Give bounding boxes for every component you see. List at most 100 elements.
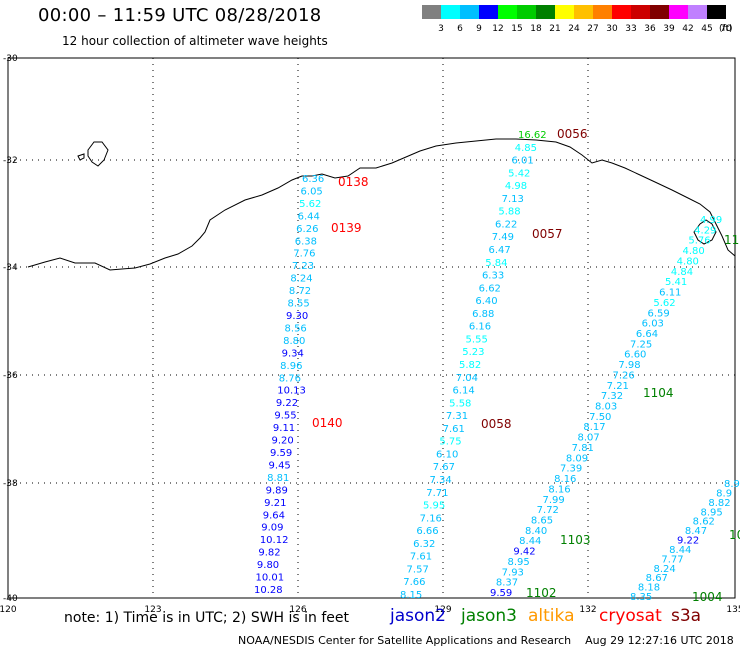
pass-time-label: 0140 (312, 416, 343, 430)
wave-height-value: 8.15 (400, 590, 422, 601)
wave-height-value: 9.22 (276, 398, 298, 409)
wave-height-value: 7.32 (601, 391, 623, 402)
lon-tick-label: 135 (726, 605, 740, 615)
wave-height-value: 8.95 (701, 507, 723, 518)
legend-swatch (574, 5, 593, 19)
wave-height-value: 5.84 (485, 258, 507, 269)
wave-height-value: 7.34 (430, 475, 452, 486)
wave-height-value: 6.64 (636, 329, 658, 340)
wave-height-value: 8.76 (279, 373, 301, 384)
wave-height-value: 6.22 (495, 219, 517, 230)
wave-height-value: 7.81 (572, 443, 594, 454)
legend-swatch (612, 5, 631, 19)
wave-height-value: 9.82 (258, 548, 280, 559)
legend-swatch (669, 5, 688, 19)
wave-height-value: 7.98 (618, 360, 640, 371)
wave-height-value: 6.40 (475, 296, 497, 307)
lat-tick-label: -34 (3, 263, 18, 273)
lat-tick-label: -36 (3, 371, 18, 381)
legend-label: 70 (720, 24, 732, 34)
wave-height-value: 7.39 (560, 464, 582, 475)
wave-height-value: 4.99 (700, 215, 722, 226)
wave-height-value: 6.66 (416, 526, 438, 537)
satellite-legend-entry: jason2 (390, 606, 446, 626)
lon-tick-label: 129 (434, 605, 451, 615)
wave-height-value: 6.26 (296, 224, 318, 235)
wave-height-value: 5.62 (653, 298, 675, 309)
footer-agency: NOAA/NESDIS Center for Satellite Applica… (238, 634, 572, 647)
legend-label: 6 (457, 24, 463, 34)
wave-height-value: 6.60 (624, 350, 646, 361)
wave-height-value: 8.55 (287, 299, 309, 310)
wave-height-value: 10.28 (254, 585, 283, 596)
legend-swatch (688, 5, 707, 19)
legend-label: 33 (625, 24, 636, 34)
wave-height-value: 7.16 (420, 513, 442, 524)
legend-unit: (ft) (719, 24, 733, 34)
legend-label: 36 (644, 24, 656, 34)
legend-label: 45 (701, 24, 712, 34)
wave-height-value: 7.49 (492, 232, 514, 243)
wave-height-value: 6.11 (659, 288, 681, 299)
wave-height-value: 8.9 (716, 488, 732, 499)
pass-time-label: 10 (729, 528, 740, 542)
wave-height-value: 4.84 (671, 267, 693, 278)
legend-label: 42 (682, 24, 693, 34)
wave-height-value: 8.95 (508, 557, 530, 568)
wave-height-value: 9.22 (677, 536, 699, 547)
wave-values: 6.366.055.626.446.266.387.767.238.248.72… (254, 130, 740, 603)
footer-credit: NOAA/NESDIS Center for Satellite Applica… (238, 634, 734, 647)
legend-swatch (650, 5, 669, 19)
pass-time-label: 1104 (643, 386, 674, 400)
pass-time-labels: 0138 0139 0140 0056 0057 0058 1104 1103 1102 1004… (312, 127, 740, 604)
legend-swatch (536, 5, 555, 19)
wave-height-value: 7.31 (446, 411, 468, 422)
wave-height-value: 10.13 (277, 386, 306, 397)
island-outline (77, 153, 85, 161)
legend-swatch (498, 5, 517, 19)
wave-height-value: 5.42 (508, 168, 530, 179)
wave-height-value: 5.88 (498, 207, 520, 218)
pass-time-label: 11 (724, 233, 739, 247)
lat-tick-label: -38 (3, 479, 18, 489)
wave-height-value: 7.77 (661, 554, 683, 565)
wave-height-value: 7.13 (502, 194, 524, 205)
lon-tick-label: 120 (0, 605, 17, 615)
legend-swatch (631, 5, 650, 19)
map-frame (7, 57, 736, 599)
legend-label: 18 (530, 24, 542, 34)
wave-height-value: 7.25 (630, 339, 652, 350)
pass-time-label: 1102 (526, 586, 557, 600)
wave-height-value: 6.36 (302, 174, 324, 185)
wave-height-value: 9.20 (271, 436, 293, 447)
wave-height-value: 6.05 (301, 186, 323, 197)
wave-height-value: 10.12 (260, 535, 289, 546)
wave-height-value: 8.17 (583, 422, 605, 433)
satellite-legend-entry: s3a (671, 606, 702, 626)
wave-height-value: 8.47 (685, 526, 707, 537)
coastline-bay (693, 219, 717, 245)
wave-height-value: 9.21 (264, 498, 286, 509)
wave-height-value: 9.55 (274, 411, 296, 422)
wave-height-value: 4.29 (694, 225, 716, 236)
wave-height-value: 7.57 (407, 564, 429, 575)
wave-height-value: 7.93 (502, 567, 524, 578)
legend-label: 21 (549, 24, 560, 34)
satellite-legend-entry: altika (528, 606, 575, 626)
wave-height-value: 8.40 (525, 526, 547, 537)
legend-label: 39 (663, 24, 675, 34)
wave-height-value: 8.82 (708, 498, 730, 509)
satellite-legend-entry: cryosat (599, 606, 662, 626)
wave-height-value: 5.55 (466, 334, 488, 345)
wave-height-value: 8.81 (267, 473, 289, 484)
wave-height-value: 7.66 (403, 577, 425, 588)
wave-height-value: 6.62 (479, 283, 501, 294)
wave-height-value: 7.61 (443, 424, 465, 435)
pass-time-label: 0056 (557, 127, 588, 141)
wave-height-value: 6.03 (642, 319, 664, 330)
lat-tick-label: -32 (3, 156, 18, 166)
wave-height-value: 5.23 (462, 347, 484, 358)
wave-height-value: 8.24 (290, 274, 312, 285)
